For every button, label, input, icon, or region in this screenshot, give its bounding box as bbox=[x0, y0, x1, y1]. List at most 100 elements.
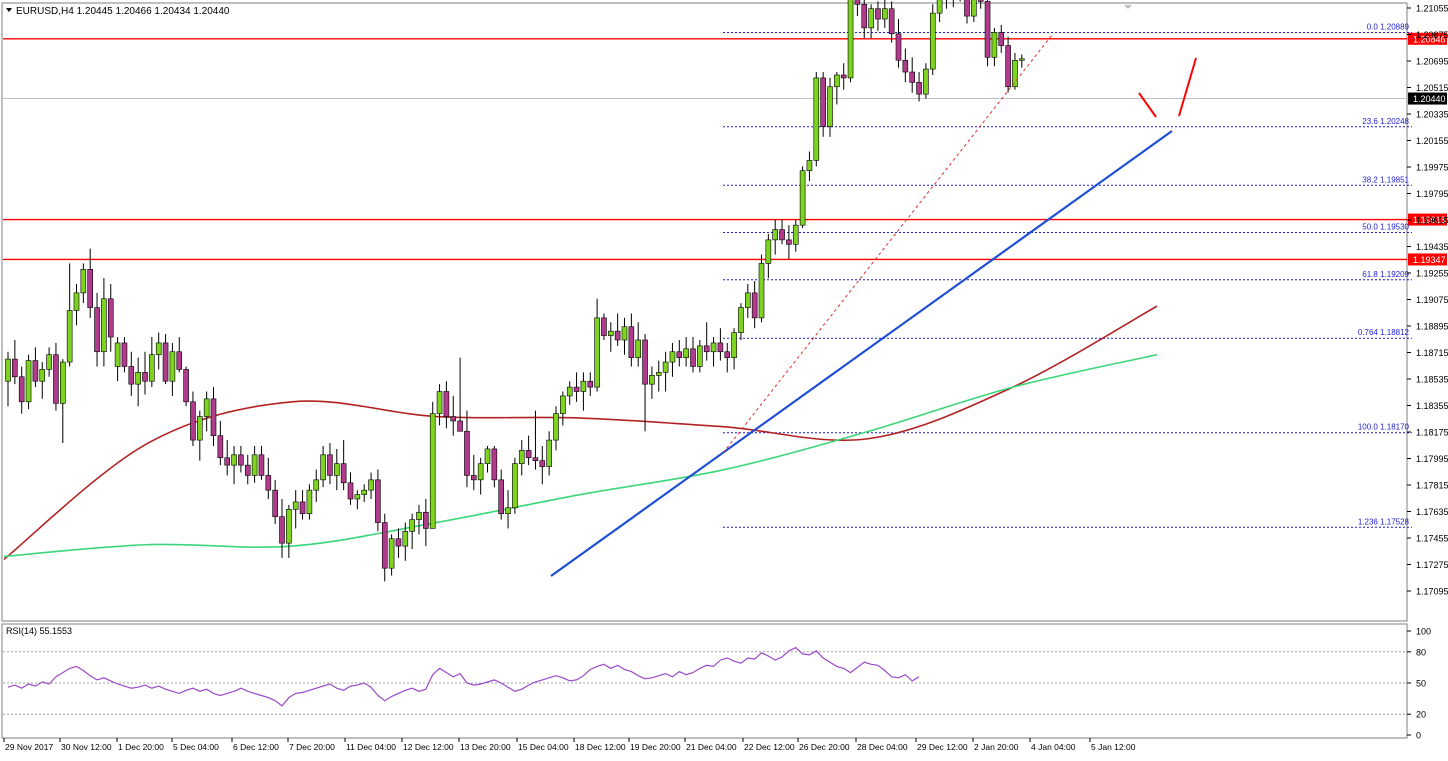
price-tick-label: 1.17995 bbox=[1416, 454, 1448, 464]
time-tick-label: 13 Dec 20:00 bbox=[460, 742, 511, 752]
candle-body bbox=[847, 0, 854, 79]
candle-body bbox=[1018, 58, 1025, 61]
price-tick-label: 1.20875 bbox=[1416, 30, 1448, 40]
rsi-panel-frame bbox=[1, 623, 1408, 739]
candle-body bbox=[423, 511, 429, 529]
candle-body bbox=[491, 448, 498, 481]
candle-body bbox=[279, 516, 285, 544]
candle-body bbox=[539, 460, 546, 467]
time-axis: 29 Nov 2017 30 Nov 12:00 1 Dec 20:00 5 Dec … bbox=[3, 738, 1136, 752]
price-tick-label: 1.20335 bbox=[1416, 110, 1448, 120]
time-tick-label: 22 Dec 12:00 bbox=[744, 742, 795, 752]
level-price-badge bbox=[1408, 253, 1447, 266]
candle-body bbox=[340, 463, 347, 484]
candle-body bbox=[210, 398, 217, 436]
candle-body bbox=[231, 454, 237, 466]
fib-level-label: 100.0 1.18170 bbox=[1358, 423, 1410, 432]
price-tick-label: 1.19435 bbox=[1416, 242, 1448, 252]
candle-body bbox=[429, 413, 436, 529]
time-tick-label: 5 Jan 12:00 bbox=[1091, 742, 1136, 752]
time-tick-label: 18 Dec 12:00 bbox=[575, 742, 626, 752]
candle-body bbox=[375, 479, 381, 523]
price-tick-label: 1.17275 bbox=[1416, 560, 1448, 570]
candle-body bbox=[895, 33, 902, 61]
candle-body bbox=[39, 369, 46, 382]
candle-body bbox=[964, 0, 970, 17]
time-tick-label: 29 Nov 2017 bbox=[5, 742, 53, 752]
candle-body bbox=[786, 239, 792, 245]
time-tick-label: 4 Jan 04:00 bbox=[1031, 742, 1076, 752]
scroll-marker-icon[interactable] bbox=[1124, 5, 1132, 9]
candle-body bbox=[840, 74, 847, 79]
candle-body bbox=[190, 401, 196, 441]
candle-body bbox=[457, 420, 463, 432]
fib-level-label: 50.0 1.19530 bbox=[1362, 223, 1409, 232]
time-tick-label: 5 Dec 04:00 bbox=[173, 742, 219, 752]
candle-body bbox=[820, 77, 826, 127]
time-tick-label: 21 Dec 04:00 bbox=[686, 742, 737, 752]
time-tick-label: 15 Dec 04:00 bbox=[518, 742, 569, 752]
candle-body bbox=[628, 326, 635, 358]
current-price-label: 1.20440 bbox=[1413, 94, 1446, 104]
candle-body bbox=[258, 454, 265, 476]
time-tick-label: 12 Dec 12:00 bbox=[403, 742, 454, 752]
candle-body bbox=[238, 454, 244, 466]
candle-body bbox=[971, 0, 977, 17]
fib-level-label: 38.2 1.19851 bbox=[1362, 175, 1409, 184]
price-axis: 1.21055 1.20875 1.20695 1.20515 1.20335 1.201… bbox=[1407, 4, 1448, 597]
rsi-tick-label: 80 bbox=[1416, 647, 1426, 657]
candle-body bbox=[998, 31, 1005, 46]
candle-body bbox=[854, 0, 861, 5]
candle-body bbox=[299, 501, 306, 515]
candle-body bbox=[121, 342, 128, 367]
candle-body bbox=[368, 479, 374, 491]
fib-level-label: 61.8 1.19209 bbox=[1362, 270, 1409, 279]
rsi-tick-label: 20 bbox=[1416, 710, 1426, 720]
candle-body bbox=[875, 8, 881, 20]
candle-body bbox=[923, 68, 929, 95]
candle-body bbox=[614, 330, 621, 341]
candle-body bbox=[18, 376, 25, 403]
candle-body bbox=[580, 380, 587, 392]
candle-body bbox=[929, 12, 936, 70]
candle-body bbox=[690, 348, 696, 367]
candle-body bbox=[361, 489, 368, 495]
price-tick-label: 1.18895 bbox=[1416, 322, 1448, 332]
candle-body bbox=[443, 391, 450, 417]
rsi-label: RSI(14) 55.1553 bbox=[6, 626, 72, 636]
candle-body bbox=[381, 522, 388, 569]
candle-body bbox=[902, 59, 909, 73]
rsi-tick-label: 0 bbox=[1416, 731, 1421, 741]
candle-body bbox=[512, 463, 518, 509]
dropdown-triangle-icon[interactable] bbox=[6, 8, 12, 12]
candle-body bbox=[984, 1, 991, 58]
candle-body bbox=[546, 439, 552, 467]
price-tick-label: 1.19975 bbox=[1416, 163, 1448, 173]
fibonacci-levels: 0.0 1.20889 23.6 1.20248 38.2 1.19851 50.0 … bbox=[723, 22, 1412, 528]
candle-body bbox=[553, 413, 559, 441]
level-price-label: 1.20846 bbox=[1413, 34, 1446, 44]
level-price-badge bbox=[1408, 32, 1447, 45]
candle-body bbox=[1005, 45, 1011, 88]
price-tick-label: 1.21055 bbox=[1416, 4, 1448, 14]
rsi-tick-label: 50 bbox=[1416, 679, 1426, 689]
candle-body bbox=[149, 354, 155, 382]
time-tick-label: 1 Dec 20:00 bbox=[118, 742, 164, 752]
candle-body bbox=[1012, 59, 1018, 88]
candle-body bbox=[827, 86, 833, 127]
price-tick-label: 1.19615 bbox=[1416, 216, 1448, 226]
candle-body bbox=[936, 0, 943, 14]
price-tick-label: 1.19075 bbox=[1416, 295, 1448, 305]
candle-body bbox=[676, 351, 683, 358]
candle-body bbox=[73, 292, 80, 311]
candle-body bbox=[868, 8, 874, 29]
rsi-tick-label: 100 bbox=[1416, 627, 1431, 637]
candle-body bbox=[573, 386, 580, 392]
candle-body bbox=[464, 430, 470, 476]
candle-body bbox=[532, 457, 539, 462]
candle-body bbox=[977, 0, 984, 2]
candle-body bbox=[738, 307, 744, 333]
price-tick-label: 1.20695 bbox=[1416, 57, 1448, 67]
candle-body bbox=[416, 511, 422, 520]
moving-average-line bbox=[3, 353, 1158, 558]
